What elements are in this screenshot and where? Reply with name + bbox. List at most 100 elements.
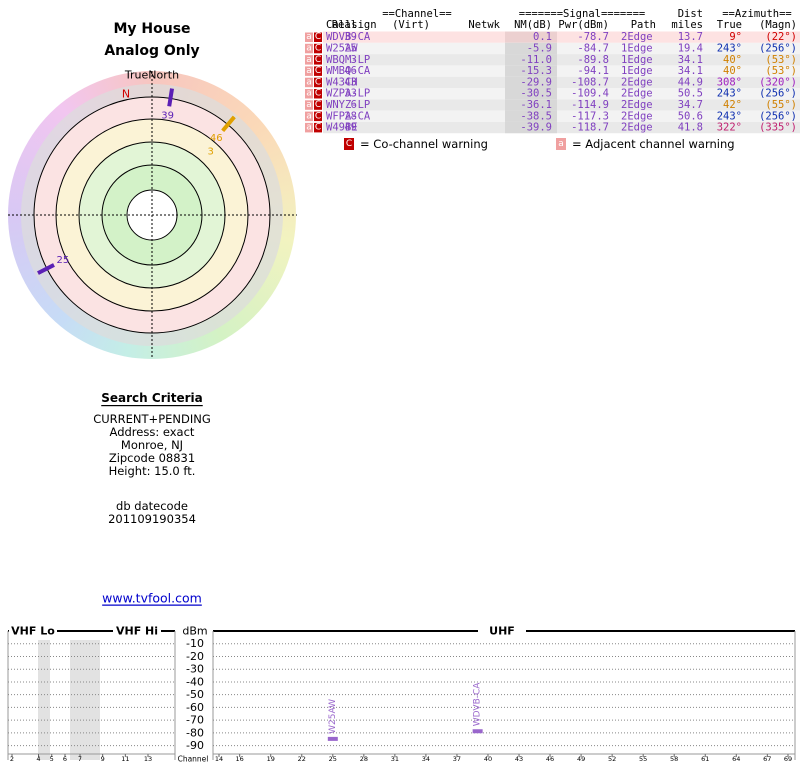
title: My House	[113, 21, 190, 37]
criteria-line: Height: 15.0 ft.	[109, 464, 196, 478]
flag: a	[306, 100, 312, 110]
cell: 322°	[717, 122, 742, 134]
station-marker	[37, 263, 55, 275]
cell: -78.7	[577, 31, 609, 43]
y-tick-label: -80	[186, 726, 204, 739]
flag-box	[305, 32, 313, 42]
x-tick-label: 5	[50, 755, 54, 763]
cell: -89.8	[577, 54, 609, 66]
subtitle: Analog Only	[104, 43, 199, 59]
group-header: =======Signal=======	[519, 8, 645, 20]
y-tick-label: -50	[186, 688, 204, 701]
group-header: ==Azimuth==	[722, 8, 792, 20]
signal-bar	[327, 736, 338, 741]
flag-box	[314, 122, 322, 133]
y-tick-label: -20	[186, 650, 204, 663]
x-tick-label: 52	[608, 755, 616, 763]
cell: 40°	[723, 54, 742, 66]
nm-cell-bg	[505, 88, 557, 100]
nm-cell-bg	[505, 110, 557, 122]
flag: C	[315, 55, 321, 65]
north-marker: N	[122, 88, 130, 101]
x-tick-label: 11	[121, 755, 129, 763]
column-header: (Magn)	[759, 19, 797, 31]
criteria-line: CURRENT+PENDING	[93, 412, 211, 426]
station-name: WDVB-CA	[473, 682, 483, 727]
x-tick-label: 58	[670, 755, 678, 763]
cell: WBQM-LP	[326, 54, 370, 66]
cell: W25AW	[326, 42, 358, 54]
datecode: 201109190354	[108, 512, 196, 526]
cell: (53°)	[765, 54, 797, 66]
y-tick-label: -10	[186, 637, 204, 650]
cell: WZPA-LP	[326, 88, 370, 100]
y-tick-label: -60	[186, 701, 204, 714]
cell: 44.9	[678, 76, 703, 88]
cell: 42°	[723, 99, 742, 111]
flag-box	[314, 89, 322, 99]
flag-box	[305, 66, 313, 76]
flag: a	[306, 89, 312, 99]
cell: 34.1	[678, 65, 703, 77]
row-bg	[323, 31, 800, 43]
band-label-bg	[9, 624, 57, 638]
cell: -11.0	[520, 54, 552, 66]
x-axis-label: Channel	[178, 755, 209, 764]
y-axis-label: dBm	[182, 625, 207, 638]
cell: (22°)	[765, 31, 797, 43]
x-tick-label: 4	[36, 755, 40, 763]
cell: (53°)	[765, 65, 797, 77]
cell: (256°)	[759, 88, 797, 100]
x-tick-label: 22	[298, 755, 306, 763]
x-tick-label: 37	[453, 755, 461, 763]
cell: -36.1	[520, 99, 552, 111]
x-tick-label: 40	[484, 755, 492, 763]
flag-box	[305, 89, 313, 99]
flag: C	[315, 32, 321, 42]
row-bg	[323, 110, 800, 122]
cell: 40°	[723, 65, 742, 77]
channel-shade	[70, 640, 100, 760]
band-label-bg	[113, 624, 161, 638]
flag-box	[305, 100, 313, 110]
flag-box	[305, 122, 313, 133]
cell: 308°	[717, 76, 742, 88]
row-bg	[323, 121, 800, 134]
group-header: Dist	[678, 8, 703, 20]
cell: WNYZ-LP	[326, 99, 370, 111]
station-name: W25AW	[328, 699, 338, 734]
cell: -94.1	[577, 65, 609, 77]
column-header: Callsign	[326, 19, 377, 31]
nm-cell-bg	[505, 42, 557, 55]
cell: (55°)	[765, 99, 797, 111]
legend-text: = Adjacent channel warning	[572, 137, 735, 151]
column-header: (Virt)	[392, 19, 430, 31]
x-tick-label: 31	[391, 755, 399, 763]
x-tick-label: 2	[10, 755, 14, 763]
flag: C	[315, 111, 321, 121]
x-tick-label: 64	[732, 755, 740, 763]
flag: C	[315, 123, 321, 133]
band-label: VHF Hi	[116, 625, 158, 638]
flag-box	[314, 66, 322, 76]
cell: 1Edge	[621, 65, 653, 77]
flag-box	[305, 55, 313, 65]
cell: 2Edge	[621, 110, 653, 122]
cell: WMBQ-CA	[326, 65, 371, 77]
datecode-label: db datecode	[116, 499, 188, 513]
link[interactable]: www.tvfool.com	[102, 591, 202, 606]
cell: 243°	[717, 88, 742, 100]
cell: 34.7	[678, 99, 703, 111]
nm-cell-bg	[505, 99, 557, 111]
flag: C	[315, 89, 321, 99]
cell: W49BE	[326, 122, 358, 134]
cell: -118.7	[571, 122, 609, 134]
cell: 33	[344, 88, 357, 100]
station-marker	[167, 88, 174, 107]
x-tick-label: 16	[236, 755, 244, 763]
band-label-bg	[478, 624, 526, 638]
column-header: Real	[332, 19, 357, 31]
flag-box	[314, 111, 322, 122]
cell: 2Edge	[621, 88, 653, 100]
x-tick-label: 14	[215, 755, 223, 763]
